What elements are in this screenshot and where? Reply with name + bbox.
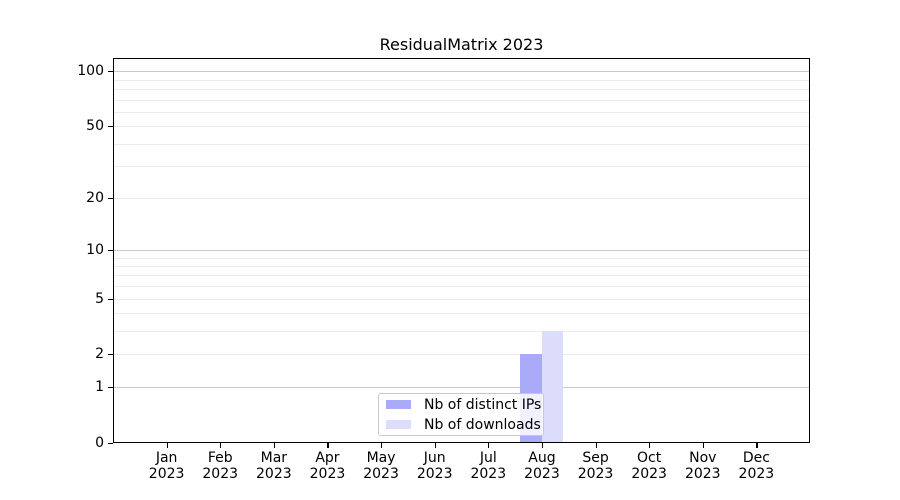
legend-entry-downloads: Nb of downloads: [386, 416, 543, 433]
x-tick-label: Jul 2023: [470, 450, 507, 482]
gridline-minor: [114, 275, 809, 276]
y-tick: [108, 250, 113, 252]
x-tick-label: Nov 2023: [684, 450, 721, 482]
gridline-minor: [114, 266, 809, 267]
x-tick: [273, 443, 276, 448]
x-tick: [220, 443, 222, 448]
legend: Nb of distinct IPs Nb of downloads: [378, 393, 544, 436]
x-tick: [327, 443, 329, 448]
gridline-minor: [114, 89, 809, 90]
y-tick: [108, 126, 113, 128]
y-tick: [108, 71, 113, 73]
legend-label-distinct-ips: Nb of distinct IPs: [424, 396, 542, 413]
x-tick-label: Mar 2023: [256, 450, 292, 482]
gridline-minor: [114, 100, 809, 101]
y-tick-label: 10: [86, 242, 104, 258]
y-tick-label: 5: [95, 291, 104, 307]
gridline-minor: [114, 299, 809, 300]
y-tick: [108, 299, 113, 301]
legend-swatch-distinct-ips: [386, 400, 411, 409]
bar-aug-series1: [541, 331, 564, 442]
legend-label-downloads: Nb of downloads: [424, 416, 541, 433]
x-tick-label: Apr 2023: [309, 450, 346, 482]
gridline-major: [114, 387, 809, 388]
gridline-minor: [114, 198, 809, 199]
gridline-minor: [114, 126, 809, 127]
x-tick-label: Oct 2023: [631, 450, 667, 482]
x-tick-label: Sep 2023: [577, 450, 614, 482]
x-tick-label: Dec 2023: [738, 450, 775, 482]
x-tick: [595, 443, 597, 448]
y-tick-label: 0: [95, 435, 104, 451]
gridline-major: [114, 71, 809, 72]
y-tick-label: 1: [95, 379, 104, 395]
x-tick: [541, 443, 544, 448]
y-tick-label: 100: [77, 63, 104, 79]
gridline-minor: [114, 166, 809, 167]
plot-area: [113, 58, 810, 443]
gridline-minor: [114, 112, 809, 113]
x-tick-label: Jun 2023: [416, 450, 453, 482]
legend-swatch-downloads: [386, 420, 411, 429]
x-tick-label: Jan 2023: [148, 450, 185, 482]
y-tick: [108, 354, 113, 356]
x-tick: [166, 443, 168, 448]
x-tick-label: May 2023: [363, 450, 399, 482]
gridline-minor: [114, 354, 809, 355]
gridline-minor: [114, 258, 809, 259]
gridline-minor: [114, 331, 809, 332]
y-tick-label: 20: [86, 190, 104, 206]
chart-title: ResidualMatrix 2023: [379, 35, 544, 54]
gridline-minor: [114, 144, 809, 145]
y-tick: [108, 387, 113, 389]
x-tick: [488, 443, 490, 448]
y-tick: [108, 443, 113, 445]
gridline-minor: [114, 286, 809, 287]
gridline-minor: [114, 313, 809, 314]
x-tick: [649, 443, 651, 448]
x-tick: [434, 443, 436, 448]
x-tick-label: Feb 2023: [202, 450, 239, 482]
x-tick: [702, 443, 704, 448]
y-tick-label: 50: [86, 118, 104, 134]
legend-entry-distinct-ips: Nb of distinct IPs: [386, 396, 543, 413]
x-tick-label: Aug 2023: [524, 450, 560, 482]
x-tick: [756, 443, 758, 448]
gridline-minor: [114, 80, 809, 81]
gridline-major: [114, 250, 809, 251]
y-tick: [108, 198, 113, 200]
x-tick: [381, 443, 383, 448]
y-tick-label: 2: [95, 346, 104, 362]
